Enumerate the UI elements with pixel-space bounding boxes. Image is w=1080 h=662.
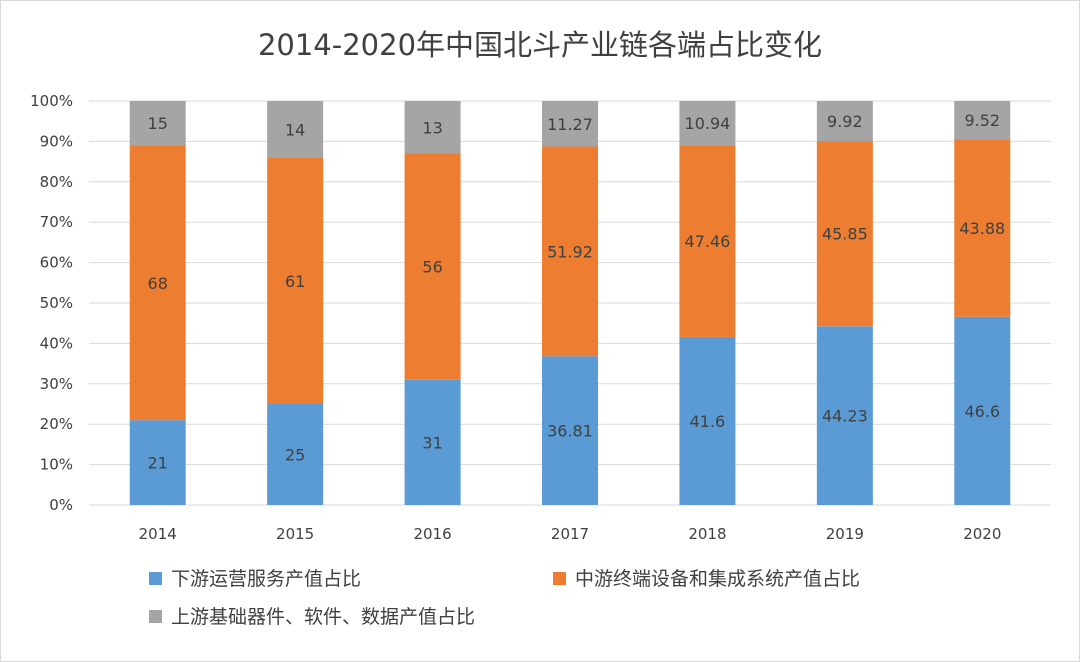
y-tick-label: 40% [40, 334, 73, 352]
y-tick-label: 70% [40, 213, 73, 231]
bar-segment [816, 326, 873, 505]
data-label: 14 [285, 120, 305, 139]
bar-segment [542, 101, 598, 147]
x-tick-label: 2015 [276, 525, 314, 543]
data-label: 11.27 [547, 115, 593, 134]
data-label: 43.88 [959, 219, 1005, 238]
legend-label: 上游基础器件、软件、数据产值占比 [171, 606, 475, 628]
legend-item: 中游终端设备和集成系统产值占比 [553, 568, 860, 590]
y-tick-label: 0% [49, 496, 73, 514]
bar-segment [816, 101, 873, 142]
y-tick-label: 50% [40, 294, 73, 312]
bar-segment [404, 379, 461, 505]
data-label: 9.52 [964, 111, 1000, 130]
data-label: 44.23 [822, 407, 868, 426]
x-tick-label: 2020 [963, 525, 1001, 543]
x-tick-label: 2019 [826, 525, 864, 543]
data-label: 10.94 [685, 114, 731, 133]
chart-title: 2014-2020年中国北斗产业链各端占比变化 [258, 28, 822, 62]
bar-segment [816, 141, 873, 327]
x-tick-label: 2016 [413, 525, 451, 543]
x-tick-label: 2014 [139, 525, 177, 543]
y-tick-label: 10% [40, 456, 73, 474]
x-tick-label: 2017 [551, 525, 589, 543]
bar-segment [129, 145, 186, 421]
bar-segment [954, 316, 1011, 505]
data-label: 13 [422, 118, 442, 137]
data-label: 51.92 [547, 242, 593, 261]
data-label: 31 [422, 433, 442, 452]
legend: 下游运营服务产值占比 中游终端设备和集成系统产值占比上游基础器件、软件、数据产值占… [149, 568, 860, 628]
y-tick-label: 60% [40, 254, 73, 272]
bars [129, 101, 1011, 505]
bar-segment [267, 101, 324, 158]
bar-segment [679, 336, 736, 505]
bar-segment [954, 101, 1011, 140]
x-tick-label: 2018 [688, 525, 726, 543]
legend-swatch [149, 610, 162, 623]
legend-item: 上游基础器件、软件、数据产值占比 [149, 606, 475, 628]
legend-swatch [553, 572, 566, 585]
bar-segment [679, 101, 736, 146]
bar-segment [954, 139, 1011, 317]
data-label: 46.6 [964, 402, 1000, 421]
legend-label: 中游终端设备和集成系统产值占比 [575, 568, 860, 590]
y-tick-label: 100% [30, 92, 73, 110]
legend-label: 下游运营服务产值占比 [171, 568, 361, 590]
data-labels: 21 68 15 25 61 14 31 56 13 36.81 51.92 11.27 41.6 47.… [148, 111, 1006, 472]
data-label: 68 [148, 274, 168, 293]
y-tick-label: 20% [40, 415, 73, 433]
bar-segment [542, 146, 598, 357]
bar-segment [404, 153, 461, 380]
data-label: 45.85 [822, 225, 868, 244]
x-axis-tick-labels: 2014 2015 2016 2017 2018 2019 2020 [139, 525, 1002, 543]
data-label: 9.92 [827, 112, 863, 131]
bar-segment [267, 404, 324, 505]
bar-segment [542, 356, 598, 505]
data-label: 15 [148, 114, 168, 133]
y-axis-tick-labels: 0% 10% 20% 30% 40% 50% 60% 70% 80% 90% 100% [30, 92, 73, 514]
data-label: 21 [148, 454, 168, 473]
y-tick-label: 80% [40, 173, 73, 191]
bar-segment [679, 145, 736, 337]
bar-segment [267, 157, 324, 404]
legend-swatch [149, 572, 162, 585]
bar-segment [129, 101, 186, 146]
data-label: 41.6 [690, 412, 726, 431]
data-label: 61 [285, 272, 305, 291]
y-tick-label: 90% [40, 132, 73, 150]
data-label: 36.81 [547, 422, 593, 441]
data-label: 56 [422, 258, 442, 277]
data-label: 47.46 [685, 232, 731, 251]
y-tick-label: 30% [40, 375, 73, 393]
bar-segment [129, 420, 186, 505]
data-label: 25 [285, 446, 305, 465]
legend-item: 下游运营服务产值占比 [149, 568, 361, 590]
bar-segment [404, 101, 461, 154]
